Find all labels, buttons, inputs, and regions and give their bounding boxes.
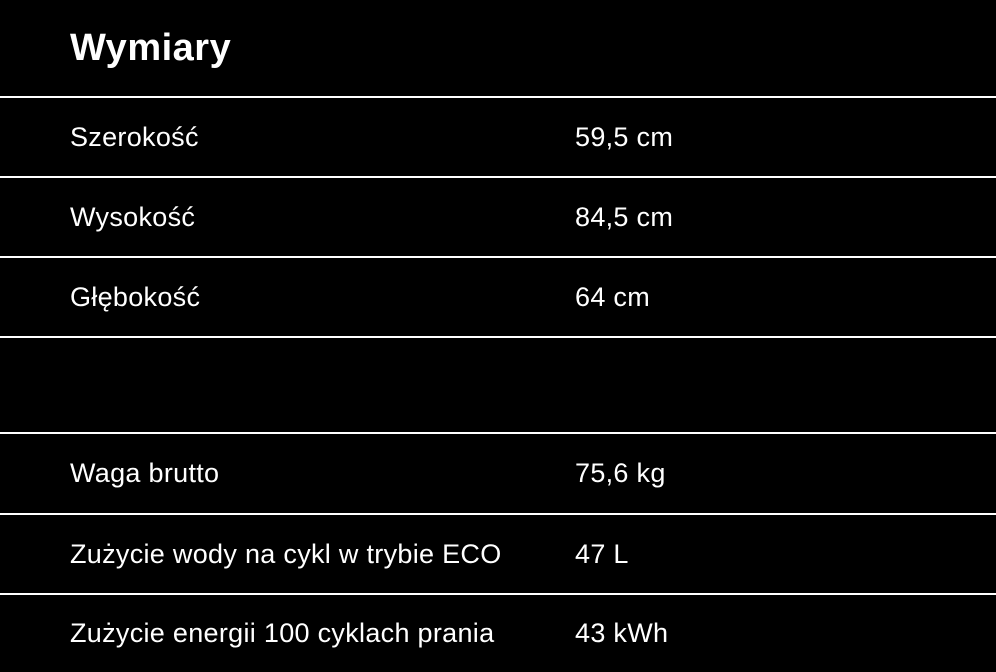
spec-value: 84,5 cm xyxy=(575,201,674,232)
table-row-empty xyxy=(0,336,996,432)
table-row: Zużycie wody na cykl w trybie ECO 47 L xyxy=(0,513,996,593)
spec-value: 75,6 kg xyxy=(575,458,666,488)
spec-label: Szerokość xyxy=(70,121,199,152)
spec-label: Zużycie wody na cykl w trybie ECO xyxy=(70,538,502,569)
spec-label: Głębokość xyxy=(70,281,201,312)
spec-table: Szerokość 59,5 cm Wysokość 84,5 cm Głębo… xyxy=(0,96,996,672)
section-title: Wymiary xyxy=(70,26,232,69)
table-row: Zużycie energii 100 cyklach prania 43 kW… xyxy=(0,593,996,672)
spec-label: Wysokość xyxy=(70,201,196,232)
table-row: Waga brutto 75,6 kg xyxy=(0,432,996,513)
spec-section-header: Wymiary xyxy=(0,0,996,96)
spec-label: Zużycie energii 100 cyklach prania xyxy=(70,618,495,648)
table-row: Wysokość 84,5 cm xyxy=(0,176,996,256)
spec-value: 43 kWh xyxy=(575,618,669,648)
table-row: Głębokość 64 cm xyxy=(0,256,996,336)
spec-value: 59,5 cm xyxy=(575,121,674,152)
spec-value: 47 L xyxy=(575,538,629,569)
spec-value: 64 cm xyxy=(575,281,651,312)
table-row: Szerokość 59,5 cm xyxy=(0,96,996,176)
spec-label: Waga brutto xyxy=(70,458,220,488)
